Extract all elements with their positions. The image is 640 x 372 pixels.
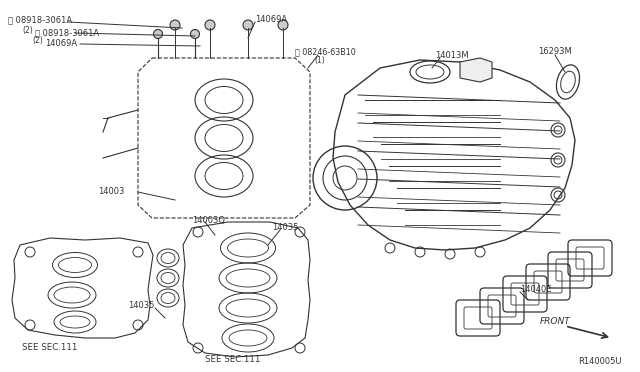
Circle shape bbox=[170, 20, 180, 30]
Text: 14035: 14035 bbox=[128, 301, 154, 310]
Text: 14040E: 14040E bbox=[520, 285, 552, 295]
Text: Ⓢ 08246-63B10: Ⓢ 08246-63B10 bbox=[295, 48, 356, 57]
Text: 14003Q: 14003Q bbox=[192, 215, 225, 224]
Text: 14069A: 14069A bbox=[45, 39, 77, 48]
Text: 14013M: 14013M bbox=[435, 51, 468, 60]
Circle shape bbox=[205, 20, 215, 30]
Text: Ⓑ 08918-3061A: Ⓑ 08918-3061A bbox=[35, 29, 99, 38]
Circle shape bbox=[191, 29, 200, 38]
Text: SEE SEC.111: SEE SEC.111 bbox=[22, 343, 77, 353]
Text: (1): (1) bbox=[314, 55, 324, 64]
Text: (2): (2) bbox=[22, 26, 33, 35]
Text: 14035: 14035 bbox=[272, 224, 298, 232]
Text: 14069A: 14069A bbox=[255, 16, 287, 25]
Text: (2): (2) bbox=[32, 36, 43, 45]
Circle shape bbox=[154, 29, 163, 38]
Circle shape bbox=[278, 20, 288, 30]
Text: SEE SEC.111: SEE SEC.111 bbox=[205, 356, 260, 365]
Text: FRONT: FRONT bbox=[540, 317, 571, 327]
Text: 16293M: 16293M bbox=[538, 48, 572, 57]
Circle shape bbox=[243, 20, 253, 30]
Text: ⓝ 08918-3061A: ⓝ 08918-3061A bbox=[8, 16, 72, 25]
Text: 14003: 14003 bbox=[98, 187, 124, 196]
Text: R140005U: R140005U bbox=[578, 357, 621, 366]
Polygon shape bbox=[460, 58, 492, 82]
